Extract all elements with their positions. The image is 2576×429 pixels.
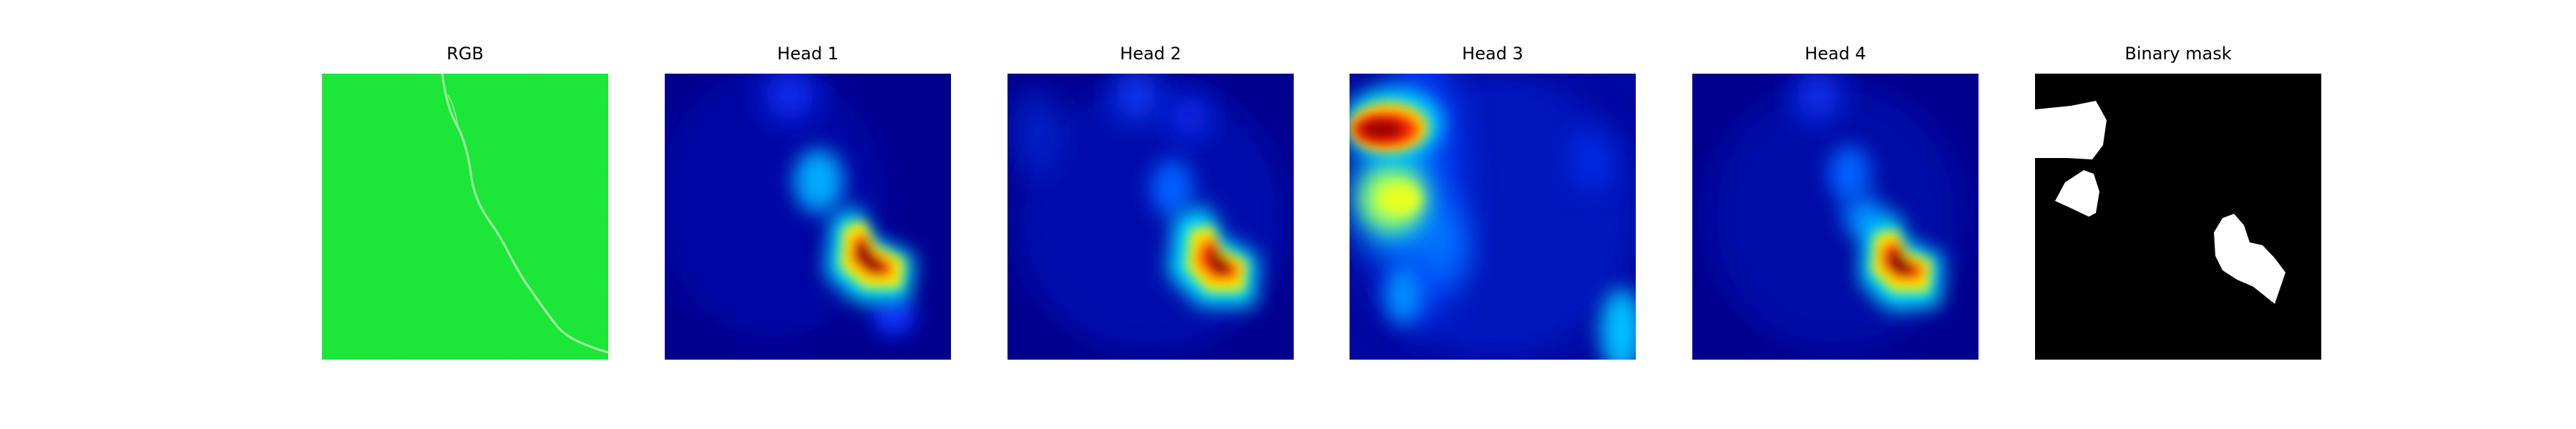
- head-4-heatmap: [1692, 74, 1979, 360]
- panel-rgb: RGB: [322, 43, 608, 365]
- head-1-heatmap: [665, 74, 951, 360]
- panel-title-rgb: RGB: [447, 44, 484, 64]
- panel-title-binary-mask: Binary mask: [2124, 44, 2232, 64]
- crack-branch: [447, 94, 459, 128]
- mask-region-right: [2214, 214, 2285, 304]
- panel-head-1: Head 1: [665, 43, 951, 365]
- rgb-texture: [322, 74, 608, 360]
- crack-line: [441, 74, 608, 354]
- panel-title-head-2: Head 2: [1120, 44, 1181, 64]
- panel-head-4: Head 4: [1692, 43, 1979, 365]
- panel-binary-mask: Binary mask: [2035, 43, 2321, 365]
- panel-title-head-3: Head 3: [1462, 44, 1523, 64]
- mask-region-left-middle: [2055, 170, 2099, 217]
- binary-mask-image: [2035, 74, 2321, 360]
- panel-title-head-4: Head 4: [1805, 44, 1866, 64]
- head-3-heatmap: [1350, 74, 1636, 360]
- panel-title-head-1: Head 1: [777, 44, 839, 64]
- panel-head-3: Head 3: [1350, 43, 1636, 365]
- rgb-image: [322, 74, 608, 360]
- head-2-heatmap: [1008, 74, 1294, 360]
- panel-head-2: Head 2: [1008, 43, 1294, 365]
- mask-region-top-left: [2035, 101, 2107, 159]
